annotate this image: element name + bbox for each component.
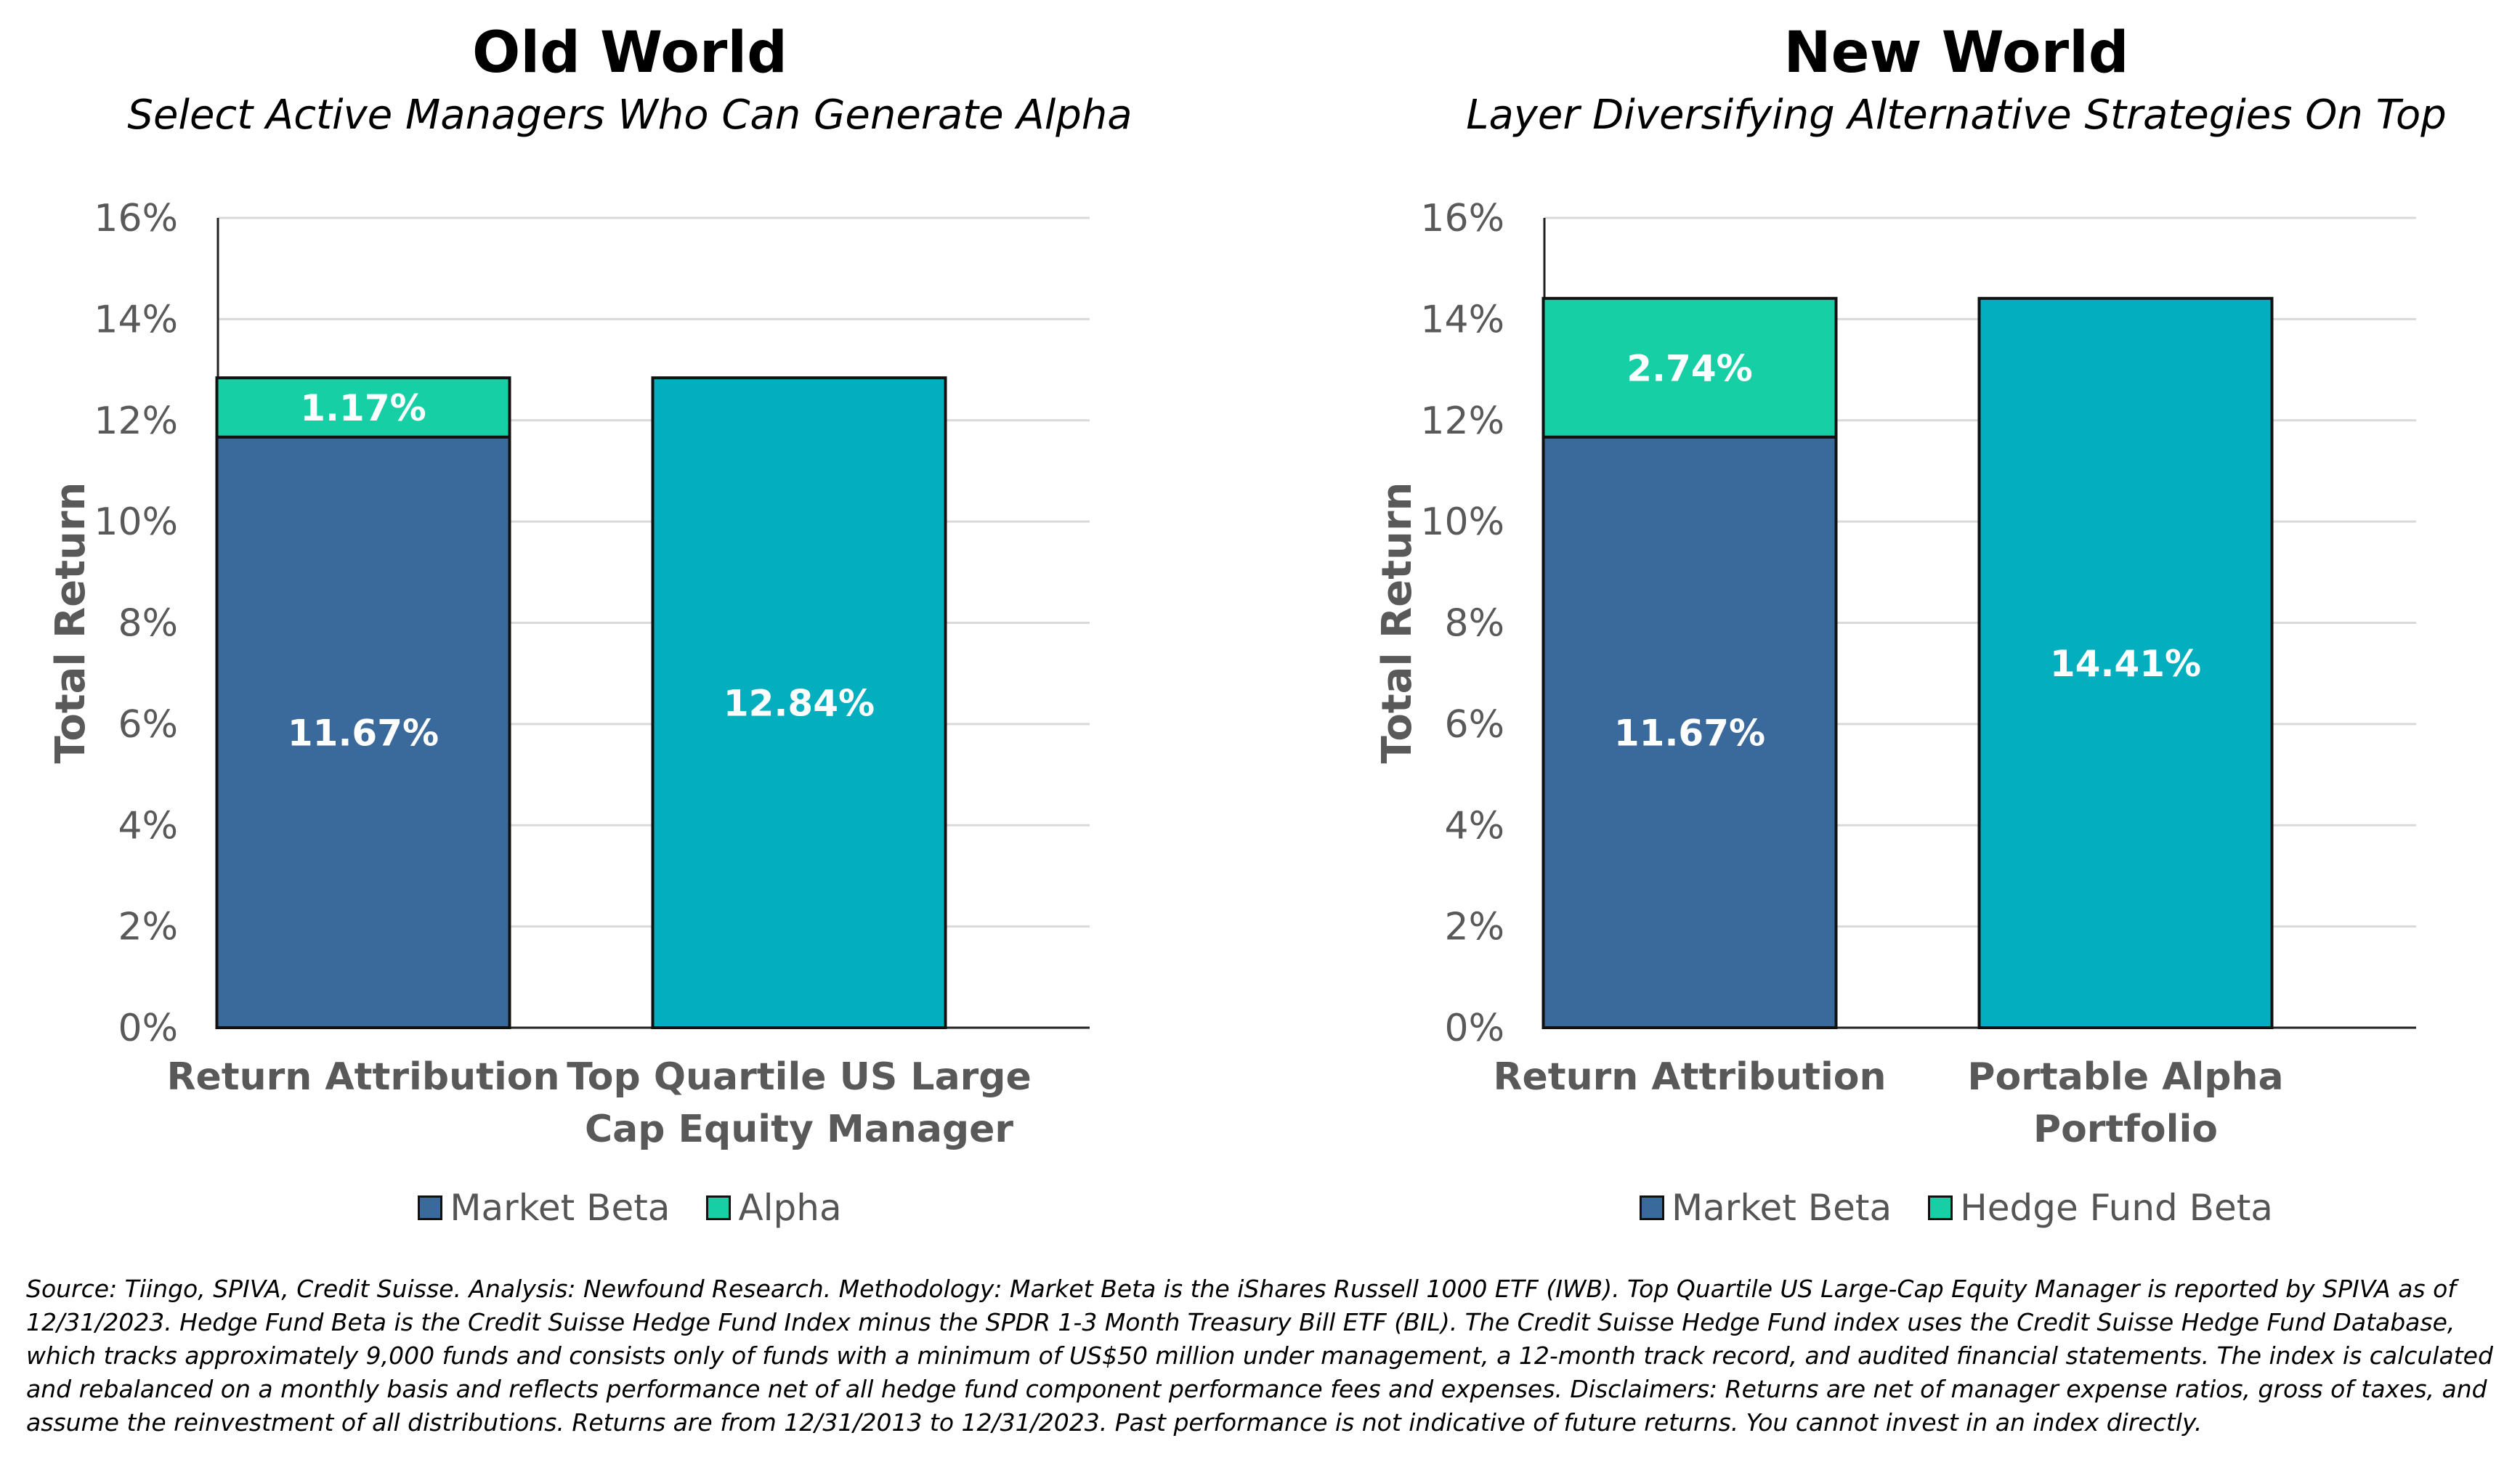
x-category-label: Portfolio (2033, 1108, 2218, 1151)
bar-segment (651, 376, 947, 1029)
y-tick-label: 14% (1420, 298, 1504, 341)
legend-label: Hedge Fund Beta (1960, 1187, 2273, 1229)
chart-subtitle: Layer Diversifying Alternative Strategie… (1466, 92, 2447, 139)
new-world-chart: 0% 2% 4% 6% 8% 10% 12% 14% 16% Total Return 11.67%… (1374, 197, 2416, 1151)
legend-item-alpha: Alpha (706, 1187, 842, 1229)
legend-swatch-hedge-fund-beta (1928, 1195, 1953, 1220)
source-footnote: Source: Tiingo, SPIVA, Credit Suisse. An… (26, 1275, 2493, 1437)
chart-title: Old World (472, 20, 787, 86)
chart-subtitle: Select Active Managers Who Can Generate … (127, 92, 1133, 139)
y-tick-label: 4% (118, 804, 179, 848)
y-tick-label: 16% (1420, 197, 1504, 240)
bar-segment (1541, 296, 1838, 439)
legend-item-market-beta: Market Beta (418, 1187, 670, 1229)
new-world-panel: New World Layer Diversifying Alternative… (1326, 0, 2520, 1249)
y-tick-label: 0% (1445, 1007, 1505, 1050)
legend-swatch-market-beta (418, 1195, 443, 1220)
chart-legend: Market Beta Alpha (0, 1187, 1260, 1229)
x-category-label: Cap Equity Manager (585, 1108, 1013, 1151)
data-label: 2.74% (1626, 347, 1752, 389)
data-label: 12.84% (724, 683, 875, 725)
y-tick-label: 0% (118, 1007, 179, 1050)
old-world-panel: Old World Select Active Managers Who Can… (0, 0, 1260, 1249)
y-tick-label: 10% (94, 500, 178, 544)
y-tick-label: 8% (1445, 602, 1505, 646)
data-label: 11.67% (288, 712, 439, 754)
old-world-chart: 0% 2% 4% 6% 8% 10% 12% 14% 16% Total Return 11.67%… (47, 197, 1090, 1151)
legend-item-market-beta: Market Beta (1640, 1187, 1892, 1229)
x-category-label: Return Attribution (166, 1055, 559, 1099)
y-tick-label: 14% (94, 298, 178, 341)
y-axis-title: Total Return (1374, 482, 1421, 764)
data-label: 11.67% (1614, 712, 1765, 754)
y-tick-label: 6% (118, 703, 179, 747)
bar-segment (1541, 435, 1838, 1029)
y-tick-label: 8% (118, 602, 179, 646)
y-tick-label: 2% (1445, 906, 1505, 949)
y-tick-label: 16% (94, 197, 178, 240)
x-category-label: Return Attribution (1493, 1055, 1886, 1099)
y-tick-label: 12% (94, 399, 178, 443)
x-category-label: Portable Alpha (1967, 1055, 2283, 1099)
legend-label: Market Beta (450, 1187, 670, 1229)
chart-legend: Market Beta Hedge Fund Beta (1326, 1187, 2520, 1229)
bar-segment (1977, 296, 2274, 1030)
data-label: 14.41% (2050, 643, 2201, 685)
chart-title: New World (1783, 20, 2129, 86)
bar-segment (215, 435, 511, 1029)
y-tick-label: 2% (118, 906, 179, 949)
legend-swatch-alpha (706, 1195, 732, 1220)
bar-segment (215, 376, 511, 439)
legend-swatch-market-beta (1640, 1195, 1665, 1220)
x-category-label: Top Quartile US Large (567, 1055, 1032, 1099)
legend-label: Market Beta (1672, 1187, 1892, 1229)
y-tick-label: 4% (1445, 804, 1505, 848)
y-tick-label: 6% (1445, 703, 1505, 747)
data-label: 1.17% (300, 387, 426, 429)
y-tick-label: 12% (1420, 399, 1504, 443)
legend-item-hedge-fund-beta: Hedge Fund Beta (1928, 1187, 2273, 1229)
legend-label: Alpha (738, 1187, 842, 1229)
y-tick-label: 10% (1420, 500, 1504, 544)
y-axis-title: Total Return (47, 482, 94, 764)
